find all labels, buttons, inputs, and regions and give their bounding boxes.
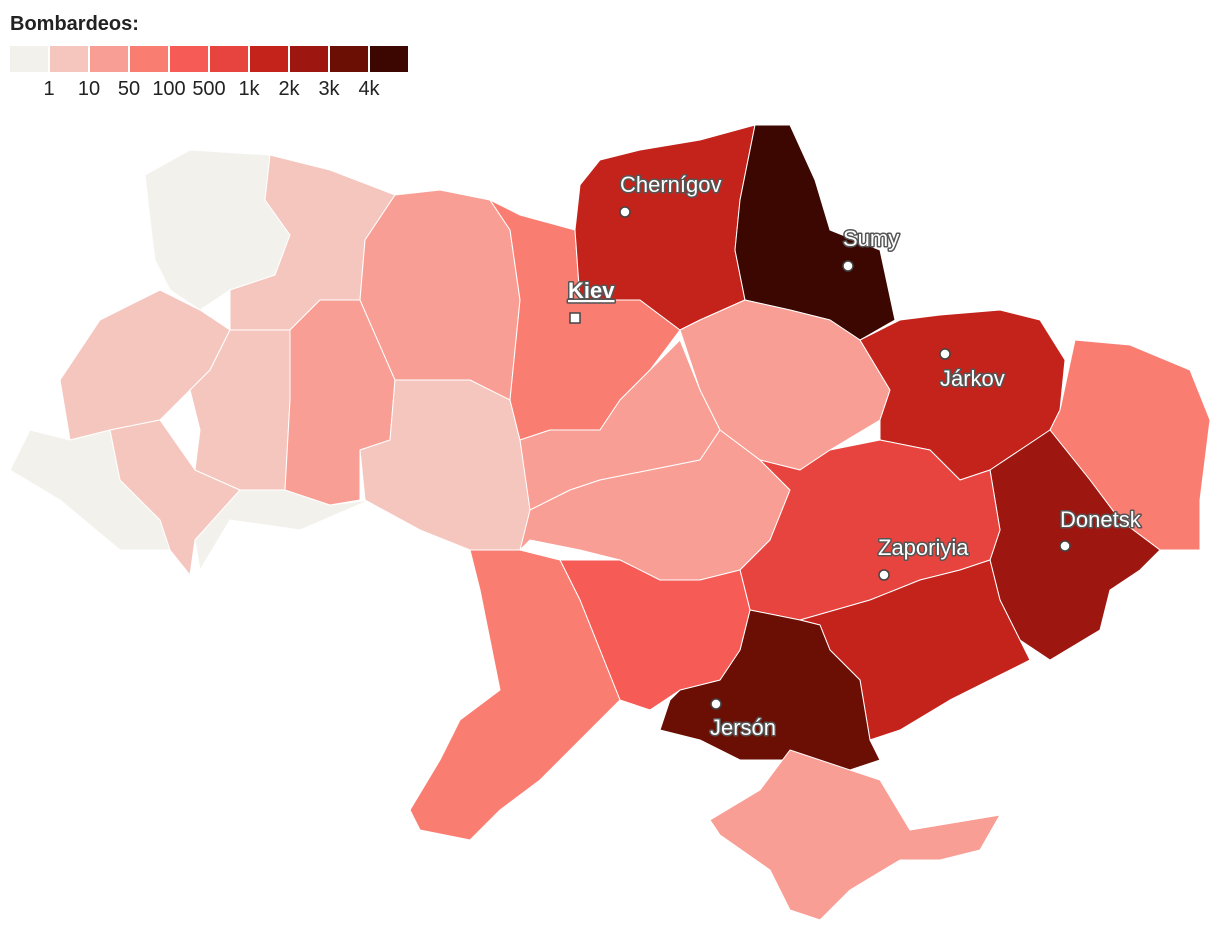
city-dot: [710, 698, 722, 710]
capital-marker: [569, 312, 581, 324]
legend-label: 100: [152, 78, 185, 100]
city-dot: [842, 260, 854, 272]
legend-label: 10: [78, 78, 100, 100]
regions: [9, 124, 1211, 921]
legend-swatch: [90, 46, 128, 72]
legend-label: 1: [43, 78, 54, 100]
legend-swatch: [130, 46, 168, 72]
region: [409, 549, 621, 841]
city-dot: [619, 206, 631, 218]
legend-label: 4k: [358, 78, 380, 100]
legend-swatch: [170, 46, 208, 72]
legend-label: 3k: [318, 78, 340, 100]
legend-swatch: [250, 46, 288, 72]
city-label: Chernígov: [620, 172, 722, 197]
legend-label: 2k: [278, 78, 300, 100]
legend: 1 10 50 100 500 1k 2k 3k 4k: [10, 46, 408, 100]
legend-title: Bombardeos:: [10, 13, 139, 35]
legend-swatch: [10, 46, 48, 72]
legend-swatch: [50, 46, 88, 72]
city-label: Járkov: [940, 366, 1005, 391]
city-label: Sumy: [843, 226, 899, 251]
legend-swatch: [290, 46, 328, 72]
legend-swatch: [370, 46, 408, 72]
city-label: Donetsk: [1060, 507, 1142, 532]
city-label: Jersón: [710, 715, 776, 740]
legend-label: 50: [118, 78, 140, 100]
legend-swatch: [330, 46, 368, 72]
city-label: Kiev: [568, 278, 615, 303]
city-dot: [939, 348, 951, 360]
region: [709, 749, 1001, 921]
city-label: Zaporiyia: [878, 535, 969, 560]
cities: Chernígov Sumy Kiev Járkov Donetsk Zapor…: [567, 171, 1144, 742]
city-dot: [1059, 540, 1071, 552]
region: [109, 419, 241, 576]
legend-label: 1k: [238, 78, 260, 100]
legend-swatch: [210, 46, 248, 72]
city-dot: [878, 569, 890, 581]
legend-label: 500: [192, 78, 225, 100]
